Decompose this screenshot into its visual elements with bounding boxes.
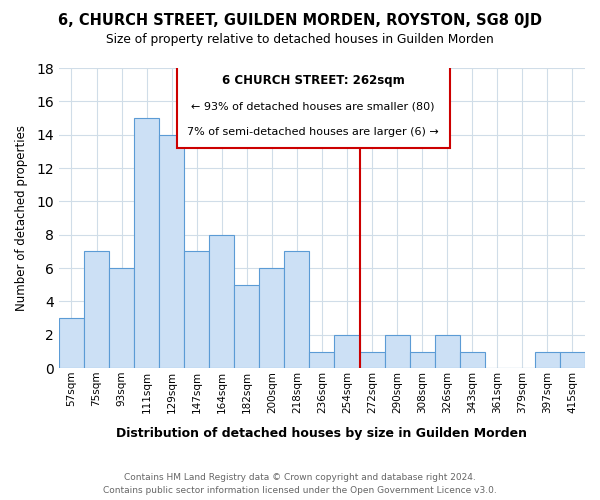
Bar	[109, 268, 134, 368]
Bar	[334, 335, 359, 368]
Text: Size of property relative to detached houses in Guilden Morden: Size of property relative to detached ho…	[106, 32, 494, 46]
Y-axis label: Number of detached properties: Number of detached properties	[15, 125, 28, 311]
Bar	[434, 335, 460, 368]
Bar	[159, 134, 184, 368]
Bar	[535, 352, 560, 368]
Bar	[560, 352, 585, 368]
Bar	[184, 252, 209, 368]
Bar	[134, 118, 159, 368]
Text: 7% of semi-detached houses are larger (6) →: 7% of semi-detached houses are larger (6…	[187, 128, 439, 138]
Text: 6, CHURCH STREET, GUILDEN MORDEN, ROYSTON, SG8 0JD: 6, CHURCH STREET, GUILDEN MORDEN, ROYSTO…	[58, 12, 542, 28]
Bar	[209, 235, 234, 368]
Bar	[310, 352, 334, 368]
Bar	[359, 352, 385, 368]
Text: 6 CHURCH STREET: 262sqm: 6 CHURCH STREET: 262sqm	[222, 74, 404, 87]
Text: Contains HM Land Registry data © Crown copyright and database right 2024.
Contai: Contains HM Land Registry data © Crown c…	[103, 473, 497, 495]
Bar	[385, 335, 410, 368]
Bar	[259, 268, 284, 368]
FancyBboxPatch shape	[176, 62, 450, 148]
Bar	[410, 352, 434, 368]
Text: ← 93% of detached houses are smaller (80): ← 93% of detached houses are smaller (80…	[191, 102, 435, 112]
Bar	[84, 252, 109, 368]
X-axis label: Distribution of detached houses by size in Guilden Morden: Distribution of detached houses by size …	[116, 427, 527, 440]
Bar	[59, 318, 84, 368]
Bar	[284, 252, 310, 368]
Bar	[460, 352, 485, 368]
Bar	[234, 285, 259, 368]
